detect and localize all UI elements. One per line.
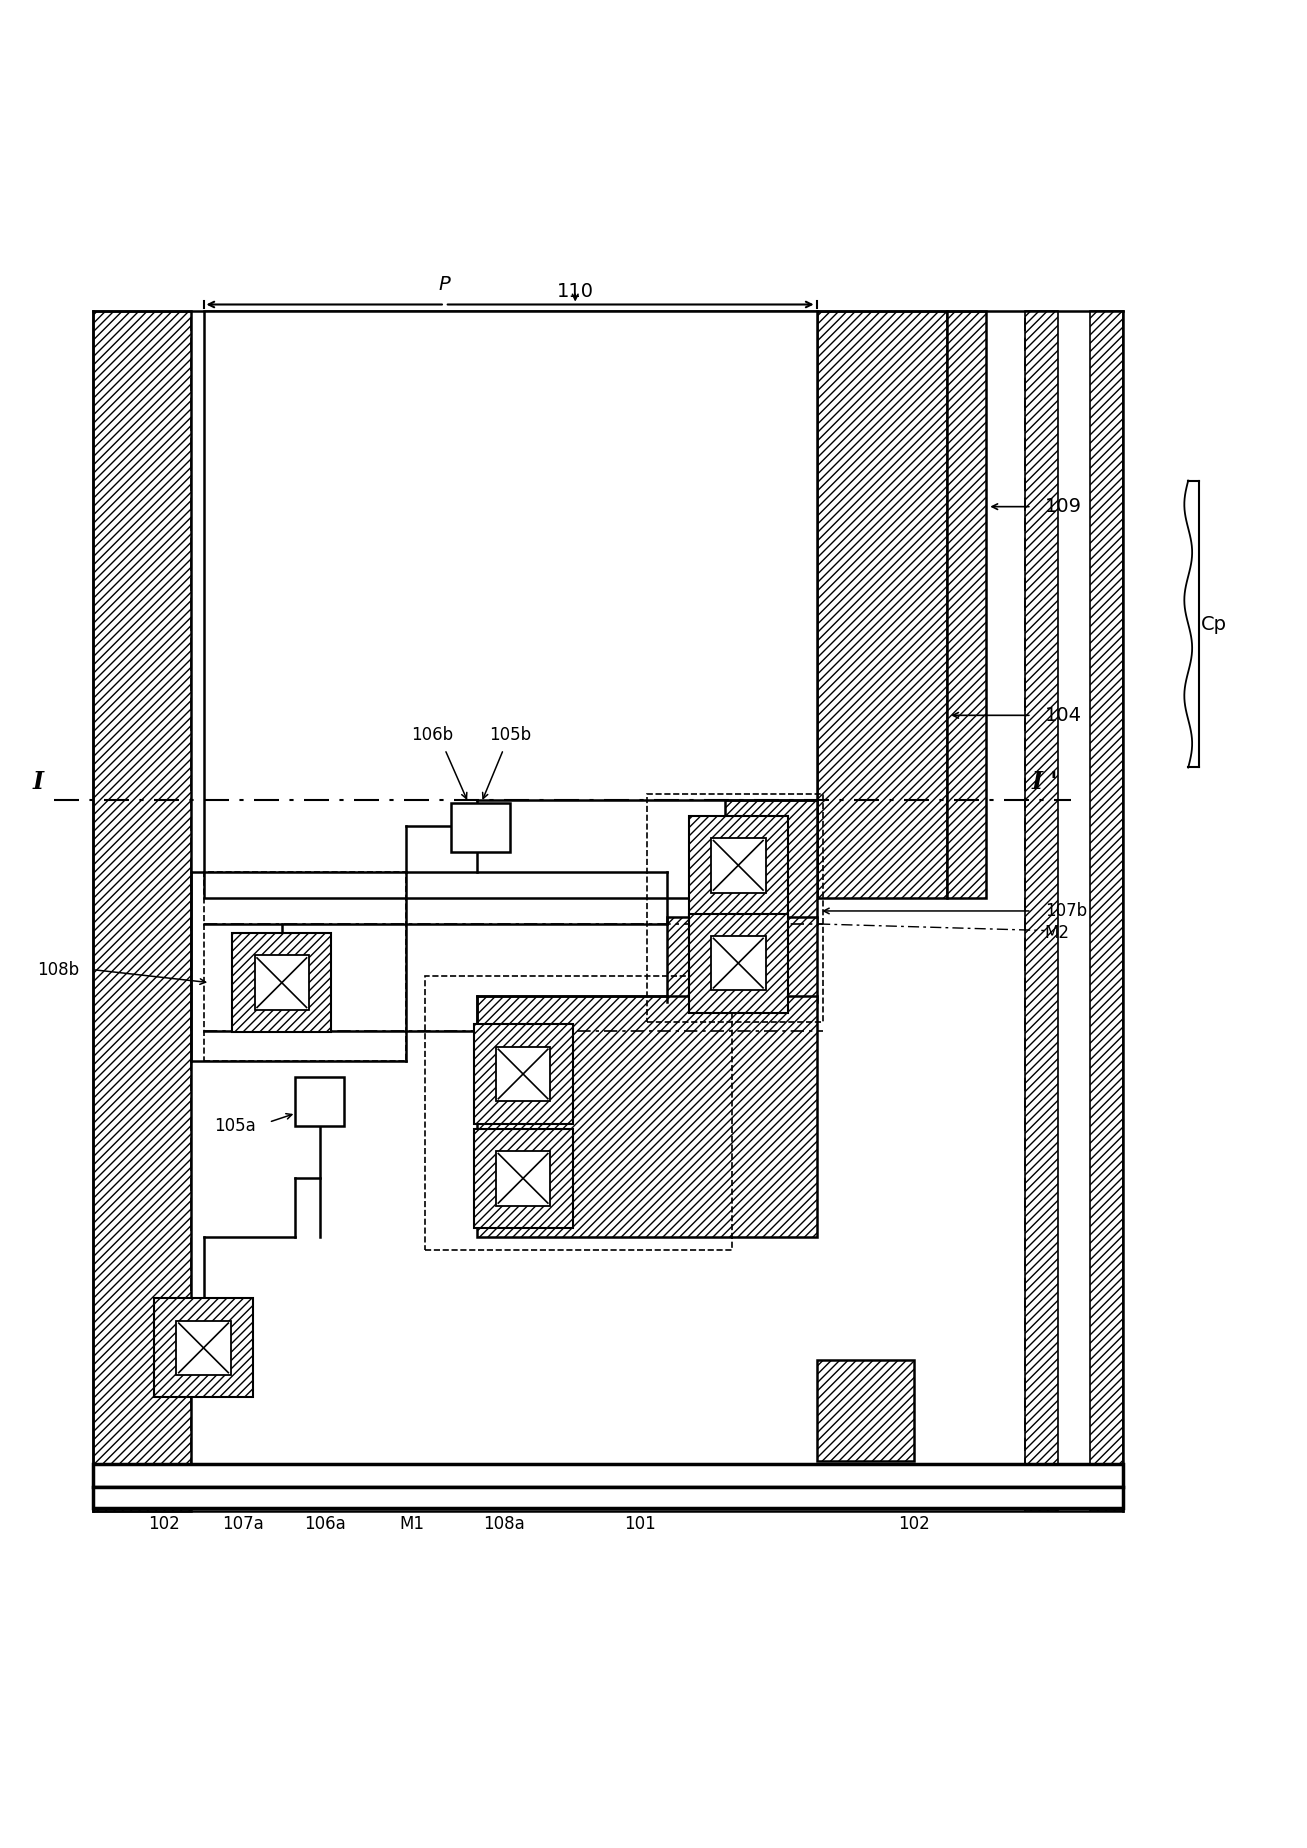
Text: 104: 104 [1044,706,1082,724]
Bar [1025,310,1057,1512]
Bar [233,933,332,1033]
Text: I ': I ' [1031,769,1059,793]
Bar [93,310,191,1512]
Bar [948,310,985,898]
Bar [451,802,510,852]
Text: 106a: 106a [305,1515,346,1534]
Text: I: I [33,769,43,793]
Text: 102: 102 [898,1515,931,1534]
Text: P: P [439,275,451,294]
Bar [473,1024,572,1124]
Bar [711,837,766,893]
Text: 106b: 106b [410,726,452,745]
Bar [204,872,405,1061]
Bar [473,1129,572,1227]
Bar [495,1046,550,1101]
Text: 107a: 107a [222,1515,264,1534]
Bar [425,976,732,1249]
Text: 101: 101 [625,1515,656,1534]
Text: 102: 102 [149,1515,180,1534]
Text: M2: M2 [1044,924,1069,942]
Bar [255,955,308,1011]
Text: 105b: 105b [489,726,531,745]
Bar [817,1360,915,1462]
Text: 105a: 105a [214,1118,256,1135]
Bar [204,310,817,898]
Bar [295,1077,345,1125]
Text: 108a: 108a [482,1515,524,1534]
Bar [1090,310,1123,1512]
Bar [93,1488,1123,1508]
Text: 108b: 108b [38,961,80,979]
Bar [495,1151,550,1205]
Bar [477,996,817,1236]
Text: 109: 109 [1044,497,1082,516]
Text: Cp: Cp [1201,615,1227,634]
Text: 107b: 107b [1044,902,1087,920]
Bar [817,310,948,898]
Text: M1: M1 [400,1515,425,1534]
Bar [647,793,823,1022]
Bar [689,913,788,1013]
Bar [667,917,817,1002]
Text: 110: 110 [557,283,593,301]
Bar [711,935,766,991]
Bar [176,1321,231,1375]
Bar [154,1299,254,1397]
Bar [725,800,817,924]
Bar [93,1464,1123,1488]
Bar [689,815,788,915]
